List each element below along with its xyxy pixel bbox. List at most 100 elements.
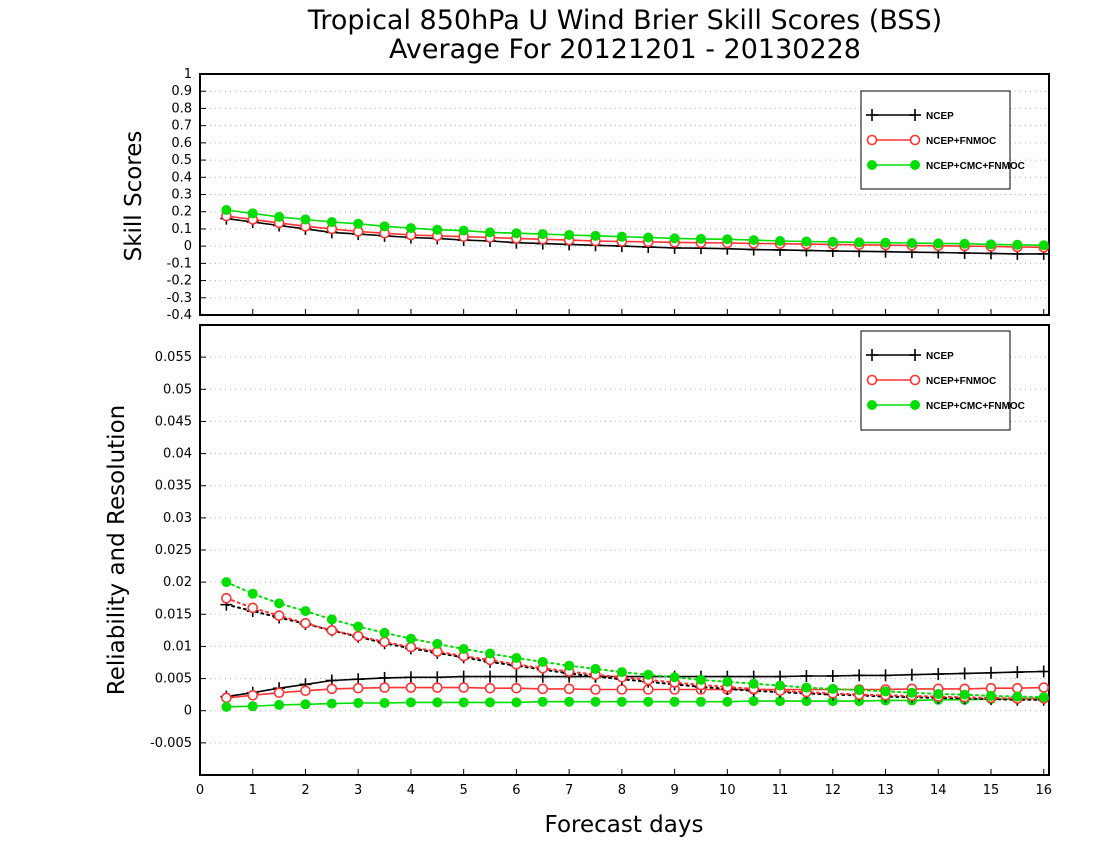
data-point (563, 683, 575, 695)
data-point (484, 682, 496, 694)
data-point (616, 696, 627, 707)
data-point (221, 204, 232, 215)
data-point (300, 606, 311, 617)
x-tick-label: 7 (565, 783, 573, 798)
legend-label: NCEP (926, 351, 954, 362)
data-point (854, 685, 865, 696)
data-point (379, 682, 390, 693)
y-tick-label: 0.055 (155, 350, 192, 365)
legend-marker (867, 160, 877, 170)
data-point (511, 682, 522, 694)
legend-marker (867, 400, 877, 410)
data-point (432, 224, 443, 235)
legend-marker (866, 349, 878, 361)
x-tick-label: 16 (1035, 783, 1052, 798)
data-point (695, 674, 706, 685)
data-point (590, 663, 601, 674)
x-tick-label: 13 (877, 783, 894, 798)
data-point (300, 214, 311, 225)
data-point (564, 229, 575, 240)
legend-marker (910, 400, 920, 410)
data-point (1038, 692, 1049, 703)
x-tick-label: 10 (719, 783, 736, 798)
data-point (826, 670, 839, 682)
y-tick-label: 0 (184, 704, 192, 719)
legend-marker (866, 374, 878, 386)
y-tick-label: 0.2 (171, 205, 192, 220)
legend-item: NCEP+CMC+FNMOC (867, 400, 1025, 412)
plot-frame (199, 73, 1050, 316)
data-point (510, 670, 523, 683)
data-point (801, 236, 812, 247)
data-point (616, 684, 628, 695)
x-tick-label: 0 (196, 783, 204, 798)
x-tick-label: 6 (512, 783, 520, 798)
legend-marker (866, 134, 878, 146)
x-tick-label: 14 (930, 783, 947, 798)
data-point (326, 217, 337, 228)
y-tick-label: 0.025 (155, 543, 192, 558)
data-point (404, 671, 417, 684)
data-point (352, 682, 364, 694)
data-point (511, 653, 522, 663)
chart-title-line2: Average For 20121201 - 20130228 (389, 34, 861, 65)
data-point (379, 221, 390, 232)
data-point (722, 676, 733, 687)
data-point (590, 230, 601, 241)
data-point (352, 630, 364, 642)
series-reliability-ncep-fnmoc (221, 592, 1050, 704)
data-point (221, 701, 232, 712)
y-tick-label: 0.015 (155, 607, 192, 622)
data-point (985, 239, 996, 250)
data-point (485, 648, 496, 659)
x-tick-label: 2 (301, 783, 309, 798)
data-point (247, 689, 259, 701)
data-point (247, 208, 258, 219)
data-point (221, 592, 232, 604)
data-point (457, 670, 470, 683)
legend-item: NCEP (866, 349, 954, 362)
data-point (748, 235, 759, 246)
legend-marker (909, 134, 921, 146)
data-point (1012, 682, 1023, 694)
legend-marker (909, 109, 921, 121)
data-point (853, 669, 866, 682)
data-point (985, 690, 996, 701)
data-point (431, 682, 443, 693)
data-point (247, 602, 259, 614)
data-point (247, 588, 258, 599)
data-point (537, 656, 548, 667)
data-point (905, 668, 918, 681)
reliability-resolution-panel: 0.055 0.05 0.045 0.04 0.035 0.03 0.025 0.02 0.01… (150, 324, 1050, 776)
data-point (273, 687, 285, 699)
data-point (880, 686, 891, 697)
y-tick-label: 0.03 (163, 511, 192, 526)
data-point (748, 678, 759, 689)
plot-frame (199, 324, 1050, 776)
data-point (827, 236, 838, 247)
data-point (511, 697, 522, 708)
data-point (537, 696, 548, 707)
legend-marker (910, 160, 920, 170)
data-point (485, 227, 496, 238)
data-point (353, 621, 364, 632)
data-point (958, 667, 971, 680)
bottom-panel-ylabel: Reliability and Resolution (104, 405, 130, 695)
legend-marker (909, 349, 921, 361)
data-point (405, 697, 416, 708)
data-point (379, 698, 390, 708)
series-reliability-ncep-cmc-fnmoc (221, 577, 1049, 703)
data-point (695, 233, 706, 244)
data-point (485, 697, 496, 708)
legend-label: NCEP+CMC+FNMOC (926, 401, 1025, 412)
data-point (326, 625, 338, 636)
legend-marker (909, 374, 921, 386)
data-point (273, 610, 285, 621)
legend-item: NCEP+FNMOC (866, 374, 996, 387)
legend-marker (866, 109, 878, 121)
series-line (225, 597, 1045, 700)
y-tick-label: 0.045 (155, 414, 192, 429)
legend-label: NCEP+CMC+FNMOC (926, 161, 1025, 172)
data-point (274, 211, 285, 222)
